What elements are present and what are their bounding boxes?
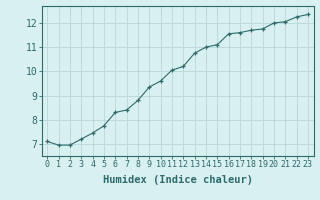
X-axis label: Humidex (Indice chaleur): Humidex (Indice chaleur) — [103, 175, 252, 185]
